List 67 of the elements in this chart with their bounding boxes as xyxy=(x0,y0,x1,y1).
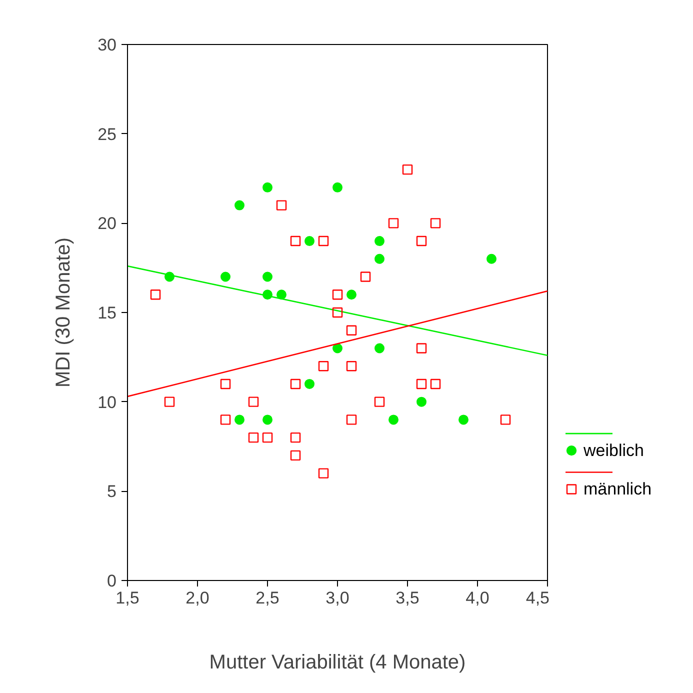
point xyxy=(276,290,286,300)
point xyxy=(234,200,244,210)
x-tick-label: 2,5 xyxy=(256,588,280,608)
point xyxy=(430,218,441,228)
point xyxy=(416,378,427,390)
point xyxy=(332,343,342,354)
point xyxy=(388,414,398,425)
y-tick-label: 25 xyxy=(98,124,117,144)
x-tick-label: 4,0 xyxy=(466,588,490,608)
point xyxy=(220,272,230,282)
point xyxy=(500,414,511,425)
point xyxy=(262,414,272,425)
y-tick-label: 0 xyxy=(107,572,117,590)
point xyxy=(262,432,273,443)
point xyxy=(458,414,468,425)
legend-label: weiblich xyxy=(582,441,644,460)
point xyxy=(332,307,343,318)
point xyxy=(388,218,399,228)
y-tick-label: 15 xyxy=(98,304,117,322)
y-tick-label: 30 xyxy=(98,36,117,54)
point xyxy=(262,272,272,282)
point xyxy=(346,361,357,372)
point xyxy=(486,254,496,264)
point xyxy=(220,378,231,390)
y-tick-label: 20 xyxy=(98,214,117,234)
point xyxy=(290,450,301,461)
point xyxy=(430,378,441,390)
point xyxy=(346,290,356,300)
point xyxy=(150,290,161,300)
point xyxy=(374,236,384,246)
legend-label: männlich xyxy=(584,480,652,499)
point xyxy=(346,414,357,425)
x-tick-label: 3,5 xyxy=(396,588,420,608)
point xyxy=(304,236,314,246)
point xyxy=(332,182,342,192)
point xyxy=(318,236,329,246)
point xyxy=(416,343,427,354)
point xyxy=(346,325,357,336)
x-tick-label: 1,5 xyxy=(116,588,140,608)
point xyxy=(374,254,384,264)
point xyxy=(290,432,301,443)
point xyxy=(374,396,385,407)
point xyxy=(402,164,413,175)
point xyxy=(374,343,384,354)
point xyxy=(318,361,329,372)
point xyxy=(248,432,259,443)
point xyxy=(360,272,371,282)
point xyxy=(290,236,301,246)
point xyxy=(416,396,426,407)
point xyxy=(304,378,314,389)
point xyxy=(262,182,272,192)
point xyxy=(276,200,287,210)
x-tick-label: 4,5 xyxy=(526,588,550,608)
y-tick-label: 5 xyxy=(107,482,117,502)
point xyxy=(164,396,175,407)
y-tick-label: 10 xyxy=(98,392,117,412)
x-tick-label: 2,0 xyxy=(186,588,210,608)
y-axis-title: MDI (30 Monate) xyxy=(52,237,75,388)
point xyxy=(318,468,329,478)
x-tick-label: 3,0 xyxy=(326,588,350,608)
point xyxy=(220,414,231,425)
point xyxy=(332,290,343,300)
x-axis-title: Mutter Variabilität (4 Monate) xyxy=(209,652,466,674)
point xyxy=(290,378,301,390)
point xyxy=(248,396,259,407)
point xyxy=(416,236,427,246)
point xyxy=(234,414,244,425)
